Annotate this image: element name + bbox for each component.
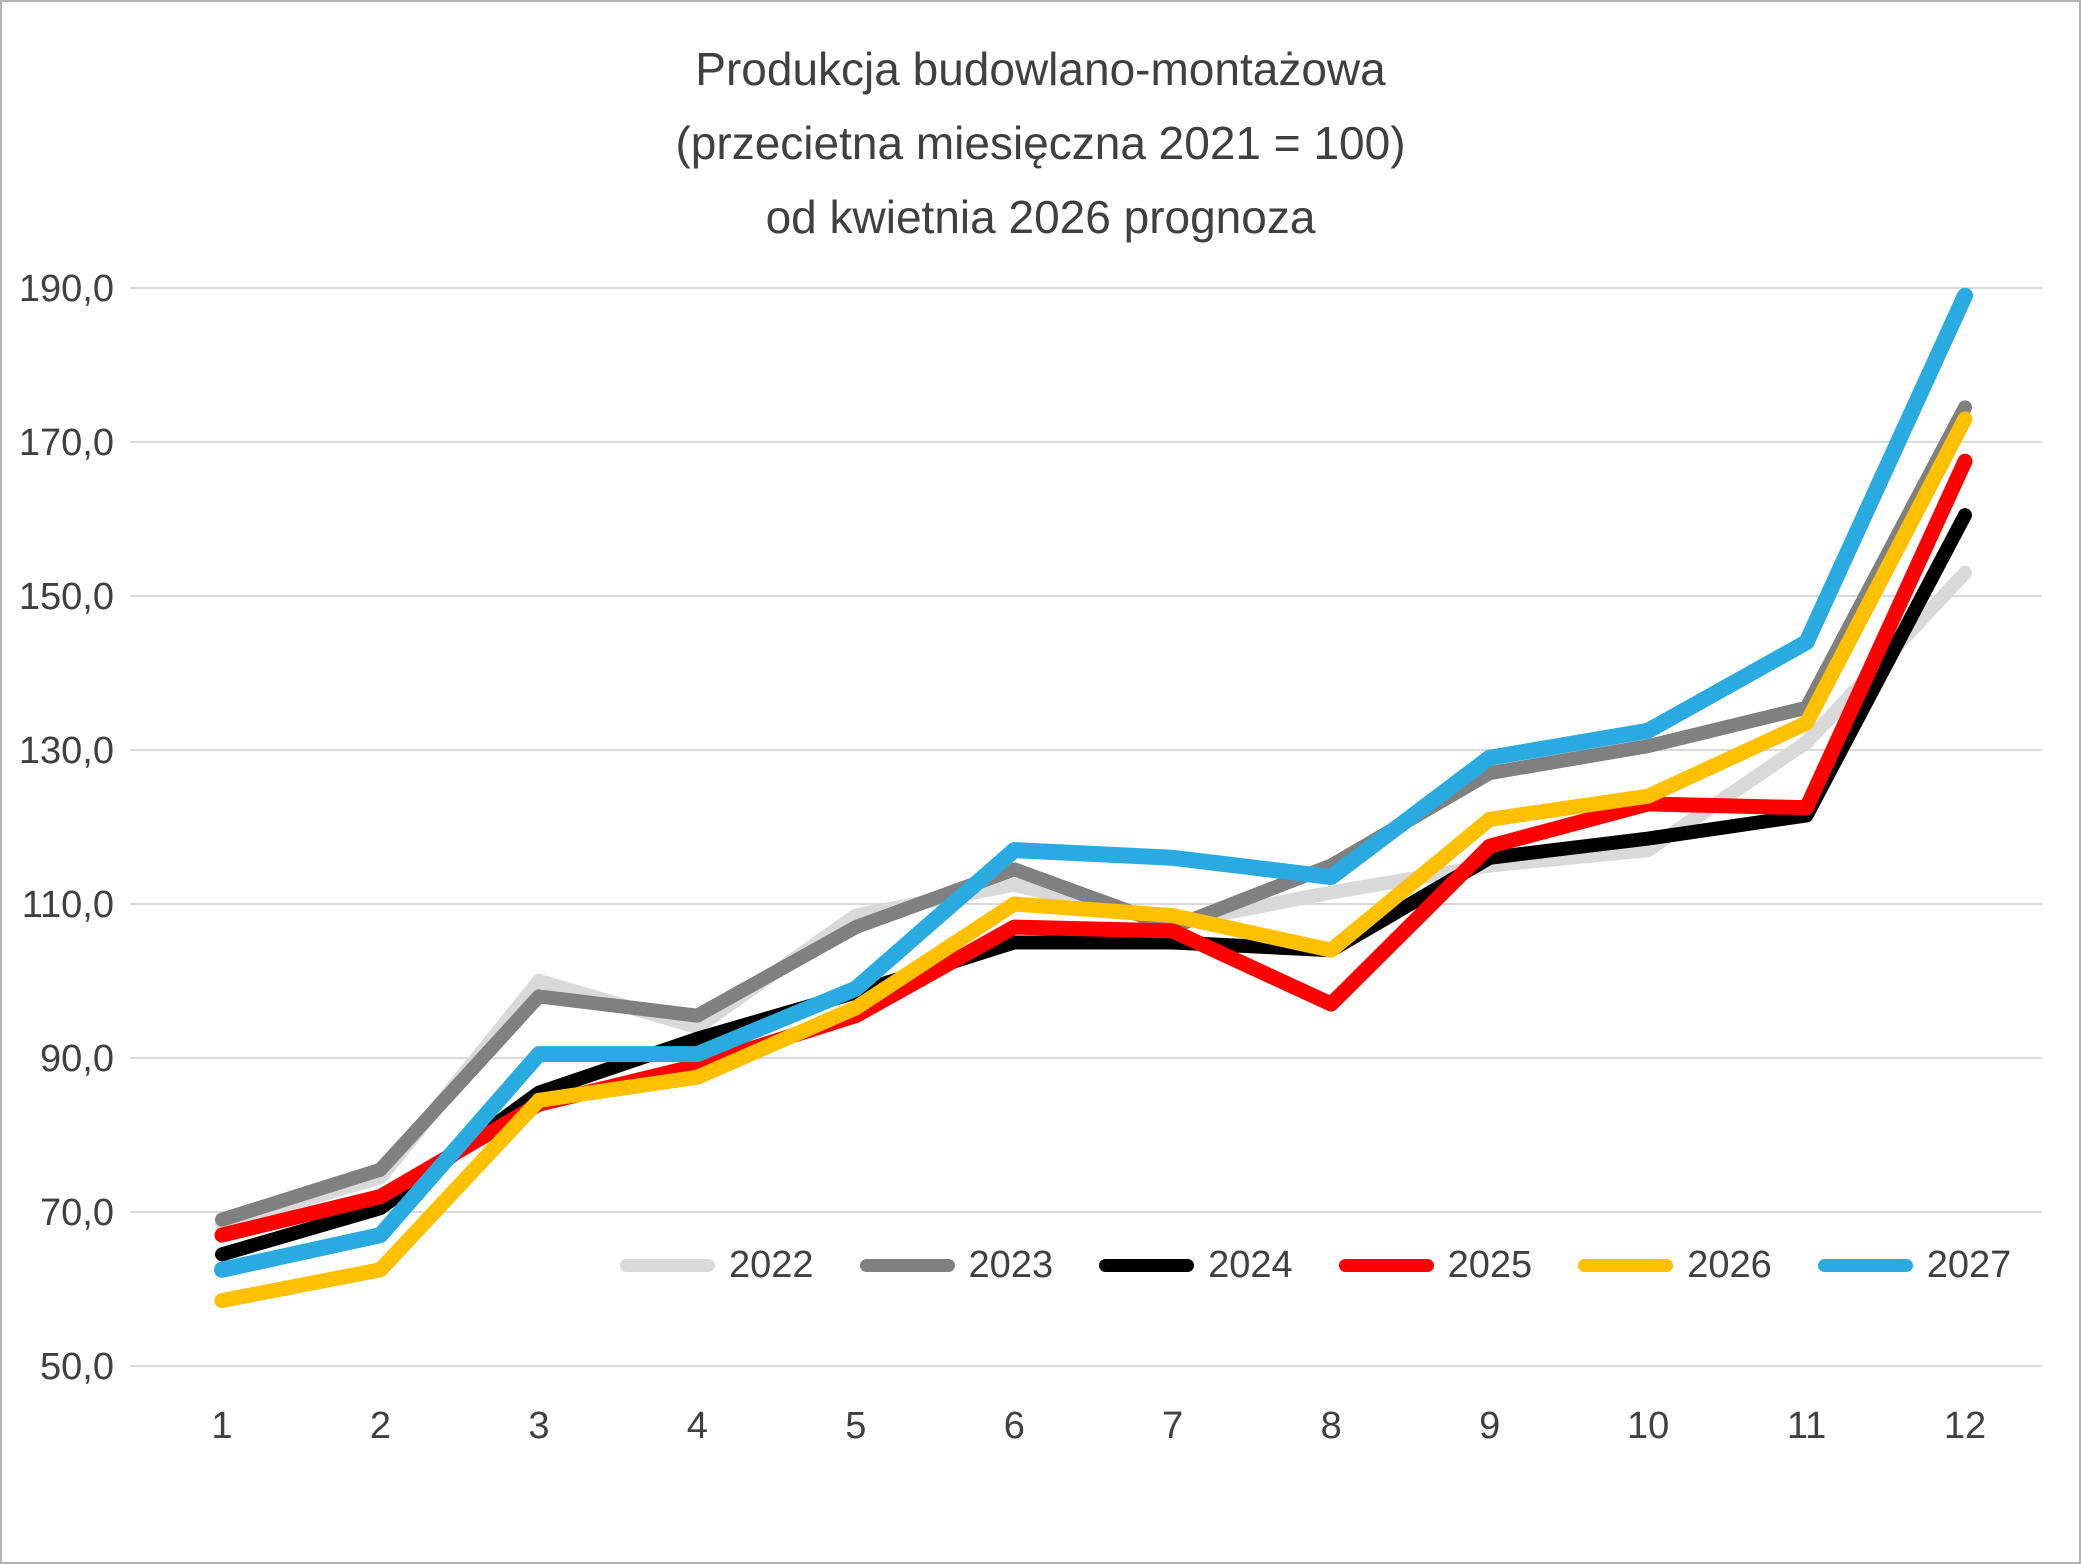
legend-label: 2025 (1447, 1244, 1533, 1286)
legend-swatch-icon (1099, 1259, 1195, 1272)
chart-title-line1: Produkcja budowlano-montażowa (695, 43, 1386, 95)
series-line-2027 (214, 287, 1973, 1278)
y-axis-label: 150,0 (19, 576, 114, 618)
legend-item-2024: 2024 (1099, 1244, 1293, 1287)
chart-title-line3: od kwietnia 2026 prognoza (765, 191, 1316, 243)
x-axis-label: 4 (687, 1405, 708, 1447)
legend-item-2027: 2027 (1817, 1244, 2012, 1287)
x-axis-label: 12 (1944, 1405, 1986, 1447)
legend-item-2023: 2023 (859, 1244, 1054, 1287)
chart-title: Produkcja budowlano-montażowa (przecietn… (2, 32, 2079, 254)
y-axis-label: 110,0 (22, 884, 114, 926)
legend: 2022 2023 2024 2025 2026 2027 (620, 1244, 2011, 1287)
x-axis-label: 2 (370, 1405, 391, 1447)
series-line-2026 (214, 411, 1973, 1309)
x-axis-label: 11 (1787, 1405, 1826, 1447)
y-axis-label: 90,0 (40, 1038, 114, 1080)
legend-label: 2023 (968, 1244, 1054, 1286)
legend-label: 2027 (1926, 1244, 2012, 1286)
legend-swatch-icon (620, 1259, 715, 1272)
legend-label: 2026 (1687, 1244, 1772, 1286)
legend-swatch-icon (1578, 1259, 1674, 1272)
y-axis-label: 190,0 (19, 268, 114, 310)
legend-swatch-icon (1338, 1259, 1434, 1272)
x-axis-label: 10 (1627, 1405, 1669, 1447)
x-axis-label: 5 (845, 1405, 866, 1447)
x-axis-label: 6 (1004, 1405, 1025, 1447)
y-axis-label: 170,0 (19, 422, 114, 464)
y-axis-label: 70,0 (40, 1192, 114, 1234)
legend-item-2025: 2025 (1338, 1244, 1533, 1287)
x-axis-label: 8 (1321, 1405, 1342, 1447)
y-axis-label: 130,0 (19, 730, 114, 772)
x-axis-label: 7 (1162, 1405, 1183, 1447)
legend-item-2026: 2026 (1578, 1244, 1772, 1287)
legend-swatch-icon (859, 1259, 955, 1272)
legend-item-2022: 2022 (620, 1244, 814, 1287)
legend-swatch-icon (1817, 1259, 1913, 1272)
y-axis-label: 50,0 (40, 1346, 114, 1388)
x-axis-label: 1 (211, 1405, 232, 1447)
x-axis-label: 3 (528, 1405, 549, 1447)
legend-label: 2024 (1208, 1244, 1293, 1286)
legend-label: 2022 (729, 1244, 814, 1286)
x-axis-label: 9 (1479, 1405, 1500, 1447)
chart-title-line2: (przecietna miesięczna 2021 = 100) (675, 117, 1406, 169)
series-line-2023 (215, 400, 1972, 1227)
